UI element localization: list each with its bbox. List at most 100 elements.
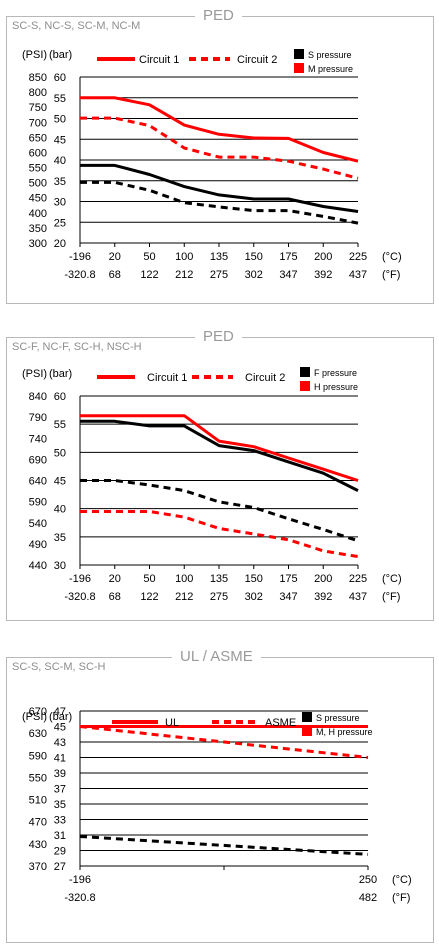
- y-tick-bar: 55: [54, 419, 66, 431]
- panel-2-models: SC-F, NC-F, SC-H, NSC-H: [12, 341, 142, 353]
- series-line-circuit-2-1: [80, 116, 359, 180]
- y-tick-bar: 45: [54, 134, 66, 146]
- psi-unit-label: (PSI): [22, 49, 47, 61]
- x-unit-celsius: (°C): [382, 251, 402, 263]
- y-tick-psi: 800: [29, 87, 47, 99]
- y-tick-psi: 510: [29, 795, 47, 807]
- y-tick-psi: 600: [29, 147, 47, 159]
- y-tick-psi: 690: [29, 454, 47, 466]
- x-unit-fahrenheit: (°F): [382, 591, 400, 603]
- x-tick-celsius: -196: [69, 251, 91, 263]
- legend-swatch: [300, 381, 310, 391]
- x-unit-celsius: (°C): [382, 573, 402, 585]
- chart-1: (PSI) (bar) 60 55 50 45 40 35 30 25 20 850 800 750 700…: [22, 49, 402, 281]
- y-tick-bar: 30: [54, 560, 66, 572]
- y-tick-psi: 450: [29, 193, 47, 205]
- x-tick-celsius: 50: [143, 251, 155, 263]
- panel-1-models: SC-S, NC-S, SC-M, NC-M: [12, 20, 141, 32]
- x-tick-celsius: 150: [245, 251, 263, 263]
- series-line-circuit-1-2: [80, 419, 359, 492]
- x-tick-celsius: 200: [314, 251, 332, 263]
- x-tick-celsius: 150: [245, 573, 263, 585]
- y-tick-bar: 60: [54, 391, 66, 403]
- y-tick-psi: 550: [29, 163, 47, 175]
- legend-swatch-label: M pressure: [308, 64, 353, 74]
- x-tick-fahrenheit: -320.8: [64, 892, 95, 904]
- y-tick-bar: 43: [54, 737, 66, 749]
- x-tick-celsius: 20: [109, 573, 121, 585]
- y-tick-psi: 670: [29, 706, 47, 718]
- y-tick-psi: 490: [29, 539, 47, 551]
- series-line-circuit-2-1: [80, 510, 359, 559]
- bar-unit-label: (bar): [49, 368, 72, 380]
- y-tick-bar: 50: [54, 447, 66, 459]
- x-tick-celsius: 250: [359, 874, 377, 886]
- x-unit-fahrenheit: (°F): [392, 892, 410, 904]
- series-line-asme-2: [79, 835, 369, 856]
- y-tick-bar: 35: [54, 799, 66, 811]
- legend-swatch: [294, 49, 304, 59]
- psi-unit-label: (PSI): [22, 368, 47, 380]
- panel-3-title: UL / ASME: [172, 649, 261, 665]
- legend-swatch: [294, 63, 304, 73]
- x-tick-fahrenheit: 392: [314, 269, 332, 281]
- x-tick-fahrenheit: 212: [175, 269, 193, 281]
- y-tick-bar: 33: [54, 815, 66, 827]
- x-tick-fahrenheit: -320.8: [64, 269, 95, 281]
- y-tick-psi: 850: [29, 72, 47, 84]
- x-tick-celsius: 135: [210, 573, 228, 585]
- series-line-circuit-1-2: [80, 163, 359, 213]
- x-tick-celsius: 100: [175, 573, 193, 585]
- y-tick-bar: 37: [54, 784, 66, 796]
- legend-label-solid: UL: [165, 717, 179, 729]
- x-tick-celsius: 225: [349, 573, 367, 585]
- x-unit-celsius: (°C): [392, 874, 412, 886]
- x-tick-fahrenheit: 302: [245, 591, 263, 603]
- legend-swatch-label: H pressure: [314, 382, 358, 392]
- y-tick-bar: 20: [54, 238, 66, 250]
- x-tick-celsius: 100: [175, 251, 193, 263]
- y-tick-psi: 350: [29, 223, 47, 235]
- x-tick-fahrenheit: 212: [175, 591, 193, 603]
- y-tick-psi: 650: [29, 132, 47, 144]
- y-tick-psi: 700: [29, 117, 47, 129]
- y-tick-bar: 31: [54, 830, 66, 842]
- legend-swatch-label: F pressure: [314, 368, 357, 378]
- y-tick-bar: 25: [54, 217, 66, 229]
- y-tick-bar: 27: [54, 861, 66, 873]
- y-tick-bar: 60: [54, 72, 66, 84]
- legend-swatch-label: S pressure: [308, 50, 352, 60]
- y-tick-bar: 35: [54, 532, 66, 544]
- y-tick-psi: 840: [29, 391, 47, 403]
- y-tick-psi: 370: [29, 861, 47, 873]
- x-tick-celsius: 20: [109, 251, 121, 263]
- legend-label-dashed: Circuit 2: [237, 54, 277, 66]
- x-tick-fahrenheit: 437: [349, 269, 367, 281]
- x-tick-fahrenheit: 68: [109, 591, 121, 603]
- y-tick-psi: 790: [29, 412, 47, 424]
- y-tick-psi: 470: [29, 817, 47, 829]
- y-tick-bar: 40: [54, 504, 66, 516]
- y-tick-bar: 39: [54, 768, 66, 780]
- y-tick-bar: 47: [54, 706, 66, 718]
- y-tick-bar: 41: [54, 753, 66, 765]
- series-line-asme-1: [79, 725, 369, 759]
- bar-unit-label: (bar): [49, 49, 72, 61]
- x-tick-celsius: 225: [349, 251, 367, 263]
- y-tick-psi: 400: [29, 208, 47, 220]
- y-tick-psi: 630: [29, 728, 47, 740]
- y-tick-psi: 300: [29, 238, 47, 250]
- y-tick-psi: 500: [29, 178, 47, 190]
- panel-2-title: PED: [195, 329, 242, 345]
- x-tick-celsius: 175: [279, 251, 297, 263]
- legend-label-dashed: ASME: [265, 717, 296, 729]
- y-tick-bar: 55: [54, 93, 66, 105]
- y-tick-psi: 640: [29, 476, 47, 488]
- x-tick-fahrenheit: 275: [210, 591, 228, 603]
- y-tick-bar: 50: [54, 114, 66, 126]
- legend-label-solid: Circuit 1: [139, 54, 179, 66]
- bar-unit-label: (bar): [49, 711, 72, 723]
- panel-3-models: SC-S, SC-M, SC-H: [12, 661, 106, 673]
- x-tick-fahrenheit: 482: [359, 892, 377, 904]
- legend-swatch: [302, 726, 312, 736]
